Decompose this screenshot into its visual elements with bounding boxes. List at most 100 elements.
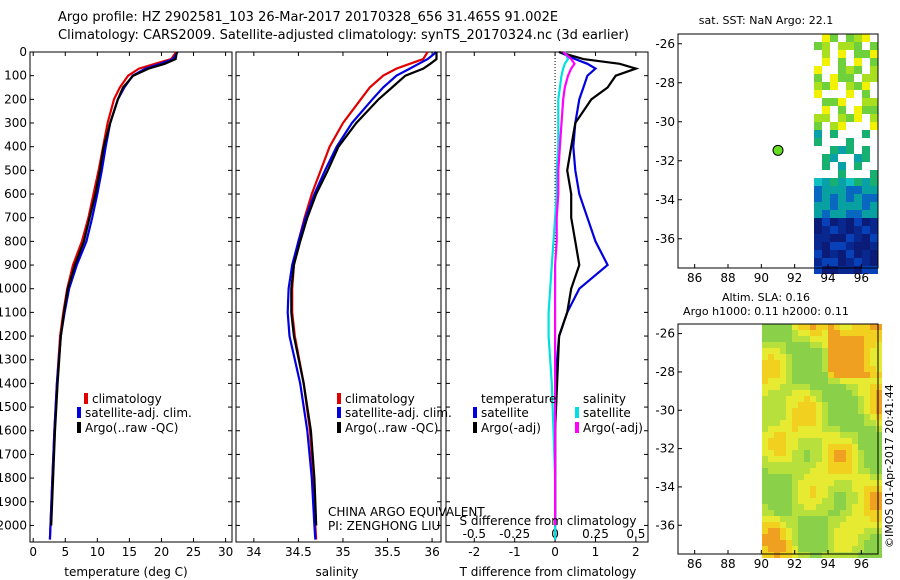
sla-cell: [864, 342, 870, 348]
sla-cell: [780, 546, 786, 552]
sla-cell: [870, 510, 876, 516]
sst-cell: [854, 58, 862, 66]
sla-cell: [822, 438, 828, 444]
sla-cell: [780, 408, 786, 414]
sla-cell: [774, 390, 780, 396]
sst-cell: [838, 74, 846, 82]
sla-cell: [876, 486, 882, 492]
sla-cell: [870, 426, 876, 432]
sla-cell: [762, 330, 768, 336]
sla-cell: [864, 408, 870, 414]
sla-cell: [816, 414, 822, 420]
sst-cell: [830, 194, 838, 202]
sla-cells: [762, 324, 882, 558]
legend-swatch-t-satellite: [473, 407, 477, 418]
sla-cell: [780, 414, 786, 420]
sla-cell: [822, 480, 828, 486]
sla-cell: [810, 540, 816, 546]
sst-cell: [838, 266, 846, 274]
sla-cell: [840, 540, 846, 546]
sla-cell: [822, 504, 828, 510]
sla-cell: [852, 348, 858, 354]
sla-cell: [804, 546, 810, 552]
x-tick-label: -1: [509, 545, 521, 559]
sla-cell: [822, 390, 828, 396]
sla-cell: [786, 420, 792, 426]
sla-cell: [768, 534, 774, 540]
imos-stamp: ©IMOS 01-Apr-2017 20:41:44: [883, 384, 896, 548]
x-tick-label: 90: [754, 271, 769, 285]
sla-cell: [846, 450, 852, 456]
x-tick-label: 36: [424, 545, 439, 559]
sla-cell: [798, 372, 804, 378]
sst-cell: [814, 178, 822, 186]
sst-cell: [822, 106, 830, 114]
sst-cell: [846, 202, 854, 210]
sla-cell: [828, 474, 834, 480]
sla-cell: [810, 330, 816, 336]
legend-swatch-s-satellite: [575, 407, 579, 418]
sla-cell: [876, 366, 882, 372]
sla-cell: [828, 438, 834, 444]
sla-cell: [864, 384, 870, 390]
sla-cell: [858, 420, 864, 426]
sla-cell: [852, 342, 858, 348]
sst-cell: [814, 90, 822, 98]
sla-cell: [816, 342, 822, 348]
sla-cell: [864, 372, 870, 378]
sst-cell: [854, 114, 862, 122]
sla-cell: [822, 540, 828, 546]
sla-cell: [768, 330, 774, 336]
sst-cell: [862, 186, 870, 194]
sla-cell: [816, 384, 822, 390]
sla-cell: [846, 486, 852, 492]
sla-cell: [876, 444, 882, 450]
sla-cell: [870, 480, 876, 486]
difference-xlabel: T difference from climatology: [459, 565, 637, 579]
sla-cell: [870, 552, 876, 558]
sst-cell: [846, 178, 854, 186]
sla-cell: [858, 390, 864, 396]
x-tick-label: 88: [720, 271, 735, 285]
sla-cell: [840, 528, 846, 534]
legend-label-climatology: climatology: [345, 392, 415, 406]
sla-cell: [810, 414, 816, 420]
sla-cell: [810, 354, 816, 360]
sst-cell: [854, 218, 862, 226]
sla-cell: [798, 468, 804, 474]
annotation-pi: PI: ZENGHONG LIU: [328, 519, 440, 533]
sla-map-panel: 86 88 90 92 94 96 -26 -28 -30 -32 -34 -36: [655, 323, 882, 571]
legend-swatch-climatology: [84, 393, 88, 404]
series-line-salinity-satellite: [547, 51, 570, 540]
sst-cell: [814, 258, 822, 266]
sla-cell: [840, 504, 846, 510]
sst-cell: [822, 194, 830, 202]
sla-cell: [816, 390, 822, 396]
sla-cell: [810, 444, 816, 450]
sst-cell: [838, 170, 846, 178]
sla-cell: [858, 432, 864, 438]
sla-cell: [792, 372, 798, 378]
sla-cell: [870, 402, 876, 408]
sst-cell: [838, 66, 846, 74]
sst-cell: [814, 66, 822, 74]
sla-cell: [810, 402, 816, 408]
sla-cell: [768, 450, 774, 456]
sla-cell: [834, 342, 840, 348]
sla-cell: [870, 420, 876, 426]
sla-cell: [822, 360, 828, 366]
sst-cell: [814, 82, 822, 90]
salinity-tick-label: 0.5: [626, 527, 645, 541]
sla-cell: [870, 462, 876, 468]
sla-cell: [816, 372, 822, 378]
sst-map-title: sat. SST: NaN Argo: 22.1: [699, 14, 833, 27]
sla-cell: [768, 354, 774, 360]
sla-cell: [870, 324, 876, 330]
sla-cell: [822, 372, 828, 378]
sla-cell: [858, 522, 864, 528]
sla-cell: [834, 384, 840, 390]
sla-cell: [846, 498, 852, 504]
sla-cell: [864, 354, 870, 360]
sla-cell: [774, 378, 780, 384]
sst-cell: [854, 66, 862, 74]
